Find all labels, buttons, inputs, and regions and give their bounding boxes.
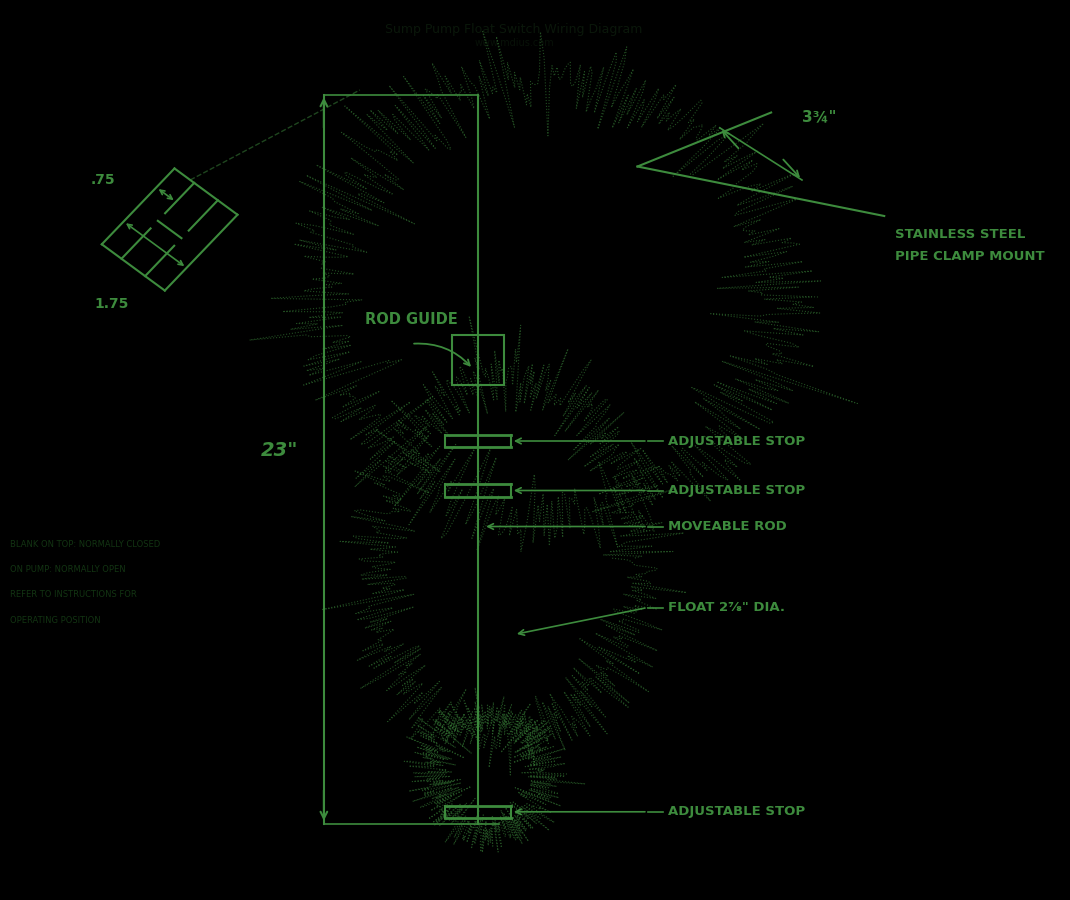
Text: ADJUSTABLE STOP: ADJUSTABLE STOP <box>669 484 806 497</box>
Text: ADJUSTABLE STOP: ADJUSTABLE STOP <box>669 806 806 818</box>
Text: BLANK ON TOP: NORMALLY CLOSED: BLANK ON TOP: NORMALLY CLOSED <box>11 540 160 549</box>
Text: .75: .75 <box>90 174 114 187</box>
Text: ADJUSTABLE STOP: ADJUSTABLE STOP <box>669 435 806 447</box>
Text: ON PUMP: NORMALLY OPEN: ON PUMP: NORMALLY OPEN <box>11 565 126 574</box>
Text: ROD GUIDE: ROD GUIDE <box>365 312 458 327</box>
Bar <box>453 336 504 385</box>
Text: 1.75: 1.75 <box>94 297 128 311</box>
Text: PIPE CLAMP MOUNT: PIPE CLAMP MOUNT <box>895 250 1044 263</box>
Text: STAINLESS STEEL: STAINLESS STEEL <box>895 228 1025 240</box>
Text: OPERATING POSITION: OPERATING POSITION <box>11 616 101 625</box>
Text: MOVEABLE ROD: MOVEABLE ROD <box>669 520 788 533</box>
Text: FLOAT 2⅞" DIA.: FLOAT 2⅞" DIA. <box>669 601 785 614</box>
Text: 23": 23" <box>261 440 299 460</box>
Text: REFER TO INSTRUCTIONS FOR: REFER TO INSTRUCTIONS FOR <box>11 590 137 599</box>
Text: 3¾": 3¾" <box>802 110 837 124</box>
Text: Sump Pump Float Switch Wiring Diagram: Sump Pump Float Switch Wiring Diagram <box>385 22 643 35</box>
Text: www.mdius.com: www.mdius.com <box>474 38 554 48</box>
